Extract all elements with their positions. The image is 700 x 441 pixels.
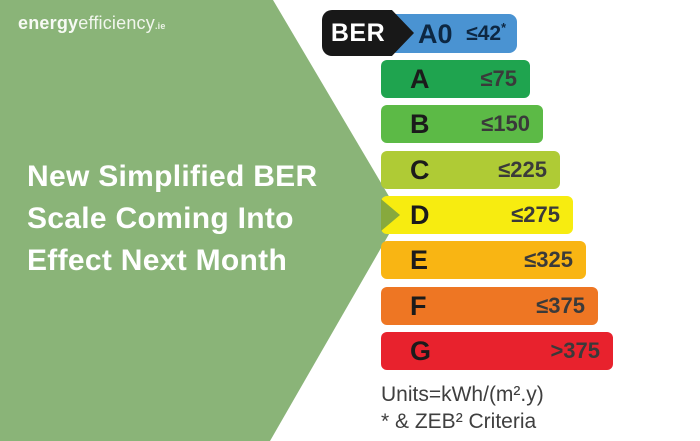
grade-label: A xyxy=(410,63,430,94)
scale-row-a0: A0 ≤42* xyxy=(388,14,517,53)
grade-value: ≤42* xyxy=(466,21,506,45)
grade-value: ≤375 xyxy=(536,293,585,318)
grade-label: D xyxy=(410,199,430,230)
grade-label: E xyxy=(410,244,429,275)
scale-row-g: G >375 xyxy=(381,332,613,370)
scale-row-e: E ≤325 xyxy=(381,241,586,279)
ber-badge-label: BER xyxy=(330,18,386,47)
grade-label: B xyxy=(410,108,430,139)
grade-value: ≤225 xyxy=(498,157,547,182)
grade-value: ≤75 xyxy=(480,66,517,91)
grade-label: F xyxy=(410,290,427,321)
scale-row-b: B ≤150 xyxy=(381,105,543,143)
grade-label: G xyxy=(410,335,432,366)
footnote-units: Units=kWh/(m².y) xyxy=(381,383,544,406)
grade-label: A0 xyxy=(418,19,453,49)
logo-tld: .ie xyxy=(154,21,166,31)
scale-row-f: F ≤375 xyxy=(381,287,598,325)
logo-text-light: efficiency xyxy=(78,13,155,33)
grade-value-note: * xyxy=(501,21,506,35)
grade-value: ≤150 xyxy=(481,111,530,136)
ber-badge: BER xyxy=(322,10,414,56)
scale-row-a: A ≤75 xyxy=(381,60,530,98)
brand-logo: energyefficiency.ie xyxy=(18,13,166,34)
headline-line-2: Scale Coming Into xyxy=(27,202,294,235)
grade-label: C xyxy=(410,154,430,185)
logo-text-bold: energy xyxy=(18,13,79,33)
grade-value: ≤275 xyxy=(511,202,560,227)
grade-value: ≤325 xyxy=(524,247,573,272)
footnote-criteria: * & ZEB² Criteria xyxy=(381,410,537,433)
scale-row-c: C ≤225 xyxy=(381,151,560,189)
headline-line-3: Effect Next Month xyxy=(27,244,288,277)
scale-row-d: D ≤275 xyxy=(381,196,573,234)
headline: New Simplified BER Scale Coming Into Eff… xyxy=(27,156,317,282)
headline-line-1: New Simplified BER xyxy=(27,160,318,193)
grade-value: >375 xyxy=(550,338,600,363)
